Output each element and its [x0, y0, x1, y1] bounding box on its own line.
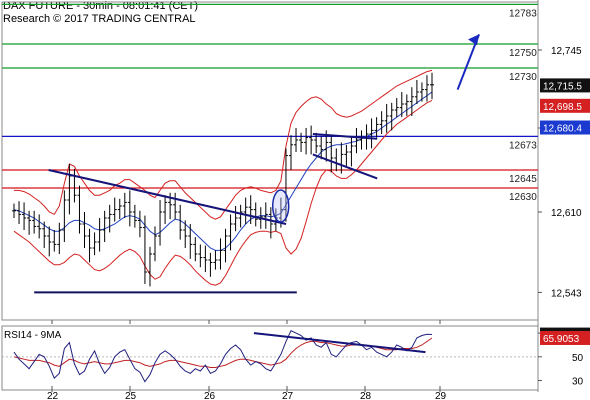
rsi-tag-label: 65.9053 [543, 334, 580, 345]
level-label-12630: 12630 [509, 192, 537, 203]
price-tag-label: 12,715.5 [543, 81, 582, 92]
level-label-12750: 12750 [509, 48, 537, 59]
flag-bottom-line [312, 153, 378, 180]
level-label-12783: 12783 [509, 8, 537, 19]
x-tick-label-27: 27 [282, 391, 294, 400]
bollinger-upper-line [14, 69, 433, 220]
price-tick-label: 12,745 [551, 46, 582, 57]
price-tag-label: 12,698.5 [543, 102, 582, 113]
x-tick-label-26: 26 [204, 391, 216, 400]
breakout-circle [271, 189, 290, 223]
x-tick-label-25: 25 [125, 391, 137, 400]
rsi-panel-title: RSI14 - 9MA [4, 330, 62, 341]
chart-header-title: DAX FUTURE - 30min - 08:01:41 (CET) [3, 0, 198, 12]
price-tag-price_tag_blue [540, 120, 590, 135]
level-label-12730: 12730 [509, 72, 537, 83]
flag-top-line [312, 133, 378, 140]
rsi-tick-label: 50 [572, 353, 584, 364]
x-tick-label-28: 28 [360, 391, 372, 400]
price-tag-label: 12,680.4 [543, 124, 582, 135]
x-tick-label-29: 29 [435, 391, 447, 400]
level-label-12673: 12673 [509, 140, 537, 151]
channel-top-line [48, 169, 287, 225]
rsi-line [13, 330, 433, 383]
level-label-12645: 12645 [509, 174, 537, 185]
x-tick-label-22: 22 [47, 391, 59, 400]
price-tag-price_tag_dark [540, 78, 590, 93]
price-tick-label: 12,543 [551, 288, 582, 299]
price-tick-label: 12,610 [551, 208, 582, 219]
rsi-trend-line [253, 332, 426, 354]
chart-header-credit: Research © 2017 TRADING CENTRAL [3, 13, 196, 25]
rsi-ma-line [13, 337, 433, 368]
bollinger-lower-line [13, 99, 433, 286]
forecast-arrow-head [468, 34, 480, 46]
rsi-tag-price_tag_red [540, 330, 590, 345]
price-tag-price_tag_red [540, 98, 590, 113]
rsi-tick-label: 30 [572, 377, 584, 388]
price-panel-frame [1, 1, 539, 321]
